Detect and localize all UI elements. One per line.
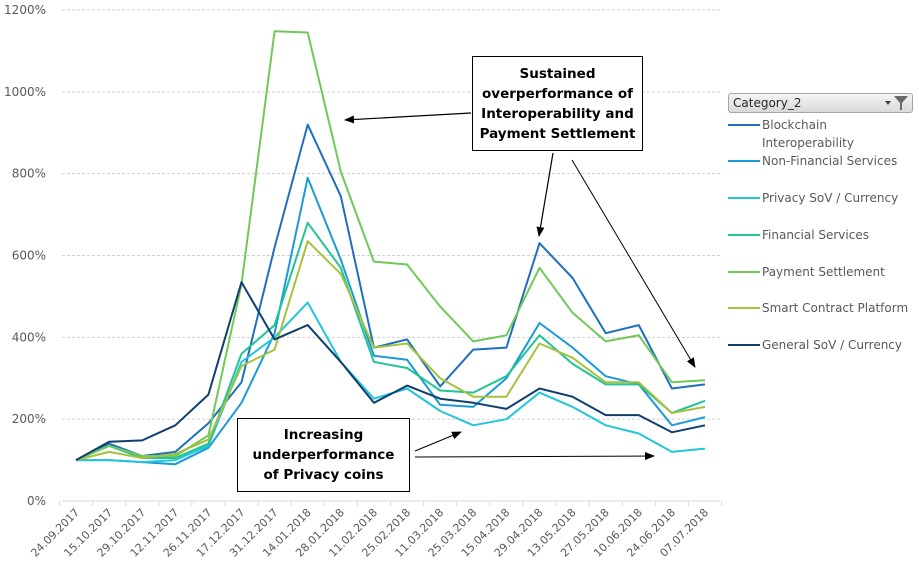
annotation-arrows [344, 112, 696, 461]
y-tick-label: 0% [27, 494, 46, 508]
legend-item[interactable]: Financial Services [728, 226, 912, 244]
legend-label: General SoV / Currency [762, 338, 903, 352]
series-lines [75, 30, 706, 466]
legend-item[interactable]: Smart Contract Platform [728, 299, 912, 317]
legend-label: Smart Contract Platform [762, 301, 909, 315]
annotation-line: of Privacy coins [263, 467, 384, 483]
series-line-smart-contract-platform [75, 240, 706, 462]
legend-item[interactable]: Payment Settlement [728, 263, 912, 281]
filter-funnel-icon [894, 96, 908, 110]
annotation-line: Payment Settlement [479, 125, 636, 142]
legend-swatch [728, 344, 760, 346]
annotation-line: underperformance [252, 447, 395, 463]
arrow-to-payment-peak [344, 112, 472, 124]
legend-item[interactable]: Non-Financial Services [728, 152, 912, 170]
legend-label: Privacy SoV / Currency [762, 191, 899, 205]
legend-item[interactable]: Blockchain Interoperability [728, 116, 912, 152]
legend-swatch [728, 234, 760, 236]
y-tick-label: 400% [12, 330, 46, 344]
legend-swatch [728, 124, 760, 126]
y-tick-label: 1200% [4, 3, 46, 17]
y-tick-label: 800% [12, 167, 46, 181]
annotation-line: overperformance of [482, 85, 633, 102]
y-tick-label: 200% [12, 412, 46, 426]
legend-label: Blockchain Interoperability [762, 118, 854, 150]
series-line-general-sov-currency [75, 281, 706, 461]
legend-item[interactable]: General SoV / Currency [728, 336, 912, 354]
annotation-line: Increasing [283, 427, 364, 443]
legend-swatch [728, 271, 760, 273]
legend-swatch [728, 307, 760, 309]
arrow-to-privacy-end [414, 452, 655, 461]
legend: Category_2 Blockchain Interoperability No… [728, 93, 913, 352]
annotation-overperformance: Sustained overperformance of Interoperab… [472, 56, 643, 151]
arrow-to-interop-peak [536, 152, 554, 237]
legend-title: Category_2 [733, 96, 802, 110]
series-line-financial-services [75, 221, 706, 462]
annotation-line: Sustained [519, 65, 596, 82]
arrow-to-privacy-mid [414, 431, 462, 452]
y-tick-label: 1000% [4, 85, 46, 99]
x-axis-ticks: 24.09.201715.10.201729.10.201712.11.2017… [28, 506, 711, 560]
x-axis [58, 500, 723, 506]
series-line-non-financial-services [76, 176, 706, 466]
legend-label: Non-Financial Services [762, 154, 898, 168]
series-line-blockchain-interoperability [75, 123, 706, 461]
dropdown-arrow-icon [885, 101, 891, 105]
legend-filter-button[interactable]: Category_2 [728, 93, 913, 113]
legend-label: Financial Services [762, 228, 869, 242]
legend-swatch [728, 197, 760, 199]
y-tick-label: 600% [12, 249, 46, 263]
y-axis-ticks: 0% 200% 400% 600% 800% 1000% 1200% [4, 3, 46, 508]
annotation-underperformance: Increasing underperformance of Privacy c… [237, 418, 410, 492]
arrow-to-end-values [571, 159, 696, 368]
legend-swatch [728, 160, 760, 162]
legend-label: Payment Settlement [762, 265, 885, 279]
legend-item[interactable]: Privacy SoV / Currency [728, 189, 912, 207]
annotation-line: Interoperability and [481, 105, 634, 122]
